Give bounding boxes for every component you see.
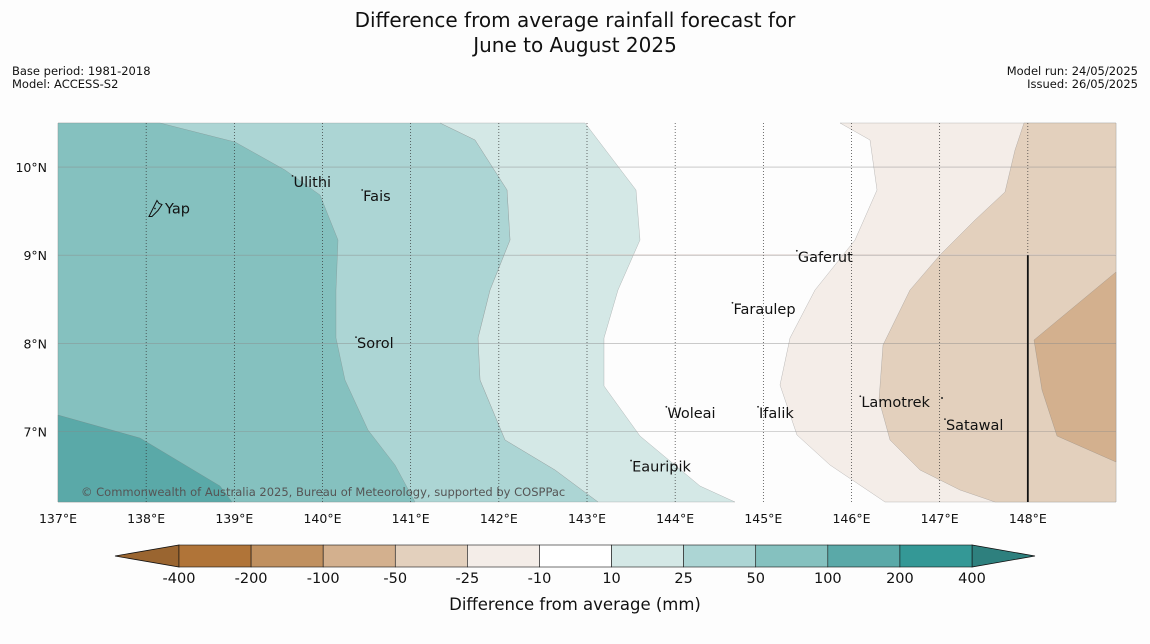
- title-line-2: June to August 2025: [473, 33, 677, 57]
- place-label: Lamotrek: [861, 395, 930, 411]
- colorbar-segment: [539, 544, 612, 568]
- region-50-to-100: [57, 122, 416, 503]
- lon-tick-label: 142°E: [480, 511, 518, 526]
- colorbar-tick-label: -400: [163, 571, 196, 587]
- lon-tick-label: 147°E: [921, 511, 959, 526]
- colorbar-tick-label: -25: [456, 571, 480, 587]
- colorbar-segment: [611, 544, 684, 568]
- lon-tick-label: 141°E: [392, 511, 430, 526]
- lon-tick-label: 138°E: [127, 511, 165, 526]
- island-marker: [757, 405, 759, 408]
- island-marker: [630, 459, 632, 462]
- colorbar-segment: [683, 544, 757, 568]
- place-label: Woleai: [667, 406, 715, 422]
- base-period-text: Base period: 1981-2018: [12, 64, 151, 78]
- island-marker: [941, 397, 943, 399]
- island-marker: [665, 405, 668, 408]
- colorbar-over-arrow: [971, 544, 1036, 568]
- island-marker: [361, 189, 364, 191]
- island-marker: [795, 249, 798, 252]
- title-line-1: Difference from average rainfall forecas…: [354, 8, 796, 32]
- island-marker: [154, 207, 156, 210]
- place-labels: Yap Ulithi Fais Sorol Gaferut Faraulep Woleai I…: [148, 174, 1003, 476]
- axis-tick-labels: 137°E 138°E 139°E 140°E 141°E 142°E 143°E 144°E…: [15, 160, 1046, 526]
- place-label: Ifalik: [759, 406, 794, 422]
- issued-text: Issued: 26/05/2025: [1027, 77, 1138, 91]
- yap-island-outline: [148, 199, 163, 217]
- colorbar-segment: [250, 544, 324, 568]
- map-gridlines: [58, 123, 1116, 502]
- colorbar-tick-label: 200: [886, 571, 914, 587]
- rainfall-contour-fills: [57, 122, 1117, 503]
- colorbar-segment: [755, 544, 829, 568]
- region-minus-50-to-minus-100: [1033, 271, 1117, 463]
- colorbar-segment: [322, 544, 396, 568]
- colorbar-tick-label: 10: [602, 571, 620, 587]
- region-100-to-200: [57, 414, 233, 503]
- colorbar-tick-label: 400: [958, 571, 986, 587]
- place-label: Gaferut: [798, 250, 853, 266]
- island-marker: [859, 395, 862, 398]
- place-label: Faraulep: [733, 302, 795, 318]
- colorbar-tick-label: -100: [307, 571, 340, 587]
- colorbar-tick-label: 50: [747, 571, 765, 587]
- colorbar-segment: [827, 544, 901, 568]
- colorbar-tick-label: 100: [814, 571, 842, 587]
- chart-title: Difference from average rainfall forecas…: [0, 8, 1150, 58]
- lon-tick-label: 144°E: [656, 511, 694, 526]
- lon-tick-label: 148°E: [1009, 511, 1047, 526]
- lon-tick-label: 146°E: [832, 511, 870, 526]
- meta-right: Model run: 24/05/2025 Issued: 26/05/2025: [1007, 65, 1138, 91]
- colorbar-tick-label: 25: [674, 571, 692, 587]
- lon-tick-label: 145°E: [744, 511, 782, 526]
- lon-tick-label: 140°E: [303, 511, 341, 526]
- island-marker: [731, 301, 734, 304]
- colorbar-under-arrow: [114, 544, 180, 568]
- colorbar-segment: [394, 544, 468, 568]
- island-marker: [355, 336, 357, 339]
- place-label: Ulithi: [294, 175, 332, 191]
- legend-title: Difference from average (mm): [449, 595, 701, 614]
- lon-tick-label: 139°E: [215, 511, 253, 526]
- lon-tick-label: 143°E: [568, 511, 606, 526]
- lat-tick-label: 7°N: [23, 424, 47, 439]
- meta-left: Base period: 1981-2018 Model: ACCESS-S2: [12, 65, 151, 91]
- lat-tick-label: 8°N: [23, 336, 47, 351]
- lat-tick-label: 9°N: [23, 248, 47, 263]
- colorbar-tick-label: -10: [528, 571, 552, 587]
- colorbar-segment: [899, 544, 973, 568]
- lat-tick-label: 10°N: [15, 160, 47, 175]
- place-label: Fais: [363, 189, 390, 205]
- model-run-text: Model run: 24/05/2025: [1006, 64, 1138, 78]
- island-marker: [291, 174, 294, 177]
- place-label: Satawal: [946, 418, 1003, 434]
- place-label: Sorol: [357, 336, 394, 352]
- model-text: Model: ACCESS-S2: [12, 77, 119, 91]
- legend-colorbar: -400 -200 -100 -50 -25 -10 10 25 50 100 200 400: [114, 544, 1036, 587]
- island-marker: [944, 418, 946, 421]
- copyright-text: © Commonwealth of Australia 2025, Bureau…: [81, 485, 565, 499]
- colorbar-tick-label: -50: [383, 571, 407, 587]
- place-label: Yap: [164, 201, 190, 217]
- lon-tick-label: 137°E: [39, 511, 77, 526]
- colorbar-tick-label: -200: [235, 571, 268, 587]
- colorbar-segment: [178, 544, 252, 568]
- place-label: Eauripik: [632, 460, 691, 476]
- colorbar-segment: [467, 544, 540, 568]
